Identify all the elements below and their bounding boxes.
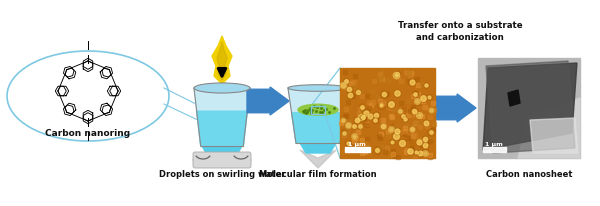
- Polygon shape: [530, 118, 578, 153]
- Text: 1 μm: 1 μm: [485, 141, 503, 146]
- Text: Transfer onto a substrate
and carbonization: Transfer onto a substrate and carbonizat…: [398, 21, 523, 42]
- Polygon shape: [483, 64, 577, 150]
- Polygon shape: [194, 89, 250, 146]
- Text: Carbon nanoring: Carbon nanoring: [46, 128, 131, 137]
- Polygon shape: [202, 146, 242, 156]
- Polygon shape: [288, 89, 348, 143]
- Ellipse shape: [298, 105, 338, 116]
- Ellipse shape: [193, 156, 251, 164]
- Text: 1 μm: 1 μm: [348, 141, 366, 146]
- FancyBboxPatch shape: [478, 59, 580, 158]
- Polygon shape: [247, 88, 289, 115]
- Polygon shape: [197, 112, 247, 146]
- Polygon shape: [300, 143, 336, 153]
- Polygon shape: [345, 147, 370, 152]
- Polygon shape: [300, 150, 336, 168]
- Polygon shape: [292, 113, 344, 143]
- Text: Droplets on swirling water: Droplets on swirling water: [159, 169, 285, 178]
- Ellipse shape: [194, 84, 250, 94]
- Ellipse shape: [288, 85, 348, 92]
- FancyBboxPatch shape: [193, 152, 251, 168]
- Text: Carbon nanosheet: Carbon nanosheet: [486, 169, 572, 178]
- Text: Molecular film formation: Molecular film formation: [259, 169, 377, 178]
- Polygon shape: [434, 95, 476, 122]
- FancyBboxPatch shape: [340, 69, 435, 158]
- Polygon shape: [204, 150, 240, 168]
- Polygon shape: [518, 98, 580, 158]
- Polygon shape: [508, 91, 520, 107]
- Polygon shape: [212, 37, 232, 85]
- Polygon shape: [217, 43, 227, 81]
- Polygon shape: [486, 62, 575, 153]
- Polygon shape: [483, 147, 506, 152]
